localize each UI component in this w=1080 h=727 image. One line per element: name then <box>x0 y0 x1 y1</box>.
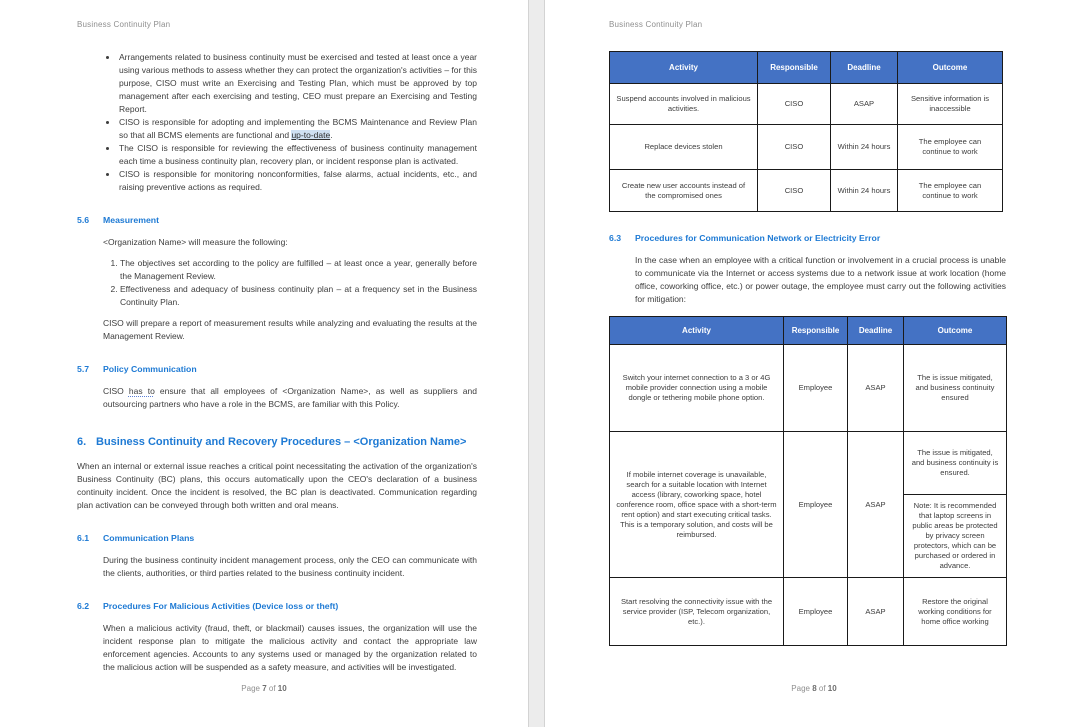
table-header-row: Activity Responsible Deadline Outcome <box>609 51 1003 84</box>
table-row: Switch your internet connection to a 3 o… <box>609 344 1007 432</box>
cell-responsible: Employee <box>783 577 848 646</box>
cell-activity: Start resolving the connectivity issue w… <box>609 577 784 646</box>
cell-activity: Create new user accounts instead of the … <box>609 169 758 212</box>
measurement-intro: <Organization Name> will measure the fol… <box>103 237 288 247</box>
cell-outcome: Restore the original working conditions … <box>903 577 1007 646</box>
communication-plans-body: During the business continuity incident … <box>103 555 477 578</box>
cell-activity: Replace devices stolen <box>609 124 758 170</box>
heading-6-1: 6.1 Communication Plans <box>77 533 477 543</box>
heading-title: Communication Plans <box>103 533 195 543</box>
heading-number: 5.6 <box>77 215 90 225</box>
bullet-text-pre: CISO is responsible for adopting and imp… <box>119 117 477 140</box>
table-row: If mobile internet coverage is unavailab… <box>609 431 1007 578</box>
cell-responsible: CISO <box>757 83 831 125</box>
heading-title: Measurement <box>103 215 160 225</box>
body-text: CISO <box>103 386 129 396</box>
footer-text: of <box>268 684 276 693</box>
col-header-outcome: Outcome <box>903 316 1007 345</box>
cell-responsible: Employee <box>783 344 848 432</box>
footer-text: Page <box>791 684 810 693</box>
cell-outcome-top: The issue is mitigated, and business con… <box>903 431 1007 495</box>
cell-responsible: Employee <box>783 431 848 578</box>
heading-title: Procedures For Malicious Activities (Dev… <box>103 601 339 611</box>
page-number: 7 <box>262 684 267 693</box>
cell-activity: Switch your internet connection to a 3 o… <box>609 344 784 432</box>
table-row: Note: It is recommended that laptop scre… <box>610 494 1007 578</box>
measurement-close: CISO will prepare a report of measuremen… <box>103 318 477 341</box>
col-header-responsible: Responsible <box>757 51 831 84</box>
heading-number: 6.1 <box>77 533 90 543</box>
col-header-deadline: Deadline <box>830 51 898 84</box>
cell-deadline: ASAP <box>847 577 904 646</box>
document-page-8: Business Continuity Plan Activity Respon… <box>544 0 1080 727</box>
cell-outcome: The employee can continue to work <box>897 124 1003 170</box>
bullet-item: Arrangements related to business continu… <box>118 51 477 116</box>
heading-number: 6. <box>77 436 87 448</box>
page8-running-header: Business Continuity Plan <box>609 20 703 29</box>
footer-text: Page <box>241 684 260 693</box>
policy-communication-body: CISO has to ensure that all employees of… <box>103 385 477 411</box>
up-to-date-link[interactable]: up-to-date <box>291 130 331 140</box>
cell-activity: Suspend accounts involved in malicious a… <box>609 83 758 125</box>
cell-outcome: The is issue mitigated, and business con… <box>903 344 1007 432</box>
page-number: 8 <box>812 684 817 693</box>
table-row: Create new user accounts instead of the … <box>609 169 1003 212</box>
document-page-7: Business Continuity Plan Arrangements re… <box>0 0 529 727</box>
cell-outcome: The employee can continue to work <box>897 169 1003 212</box>
footer-text: of <box>818 684 826 693</box>
network-mitigation-table: Activity Responsible Deadline Outcome Sw… <box>609 316 1007 646</box>
col-header-activity: Activity <box>609 51 758 84</box>
cell-activity: If mobile internet coverage is unavailab… <box>609 431 784 578</box>
table-row: Start resolving the connectivity issue w… <box>609 577 1007 646</box>
body-text: ensure that all employees of <Organizati… <box>103 386 477 409</box>
heading-number: 6.2 <box>77 601 90 611</box>
col-header-deadline: Deadline <box>847 316 904 345</box>
heading-number: 5.7 <box>77 364 90 374</box>
numbered-item: Effectiveness and adequacy of business c… <box>120 283 477 309</box>
cell-deadline: Within 24 hours <box>830 124 898 170</box>
numbered-item: The objectives set according to the poli… <box>120 257 477 283</box>
network-error-body: In the case when an employee with a crit… <box>635 255 1006 304</box>
heading-5-7: 5.7 Policy Communication <box>77 364 477 374</box>
page-total: 10 <box>827 684 837 693</box>
measurement-list: The objectives set according to the poli… <box>77 257 477 309</box>
cell-deadline: ASAP <box>847 344 904 432</box>
grammar-marked-text: has to <box>128 386 155 396</box>
col-header-activity: Activity <box>609 316 784 345</box>
col-header-outcome: Outcome <box>897 51 1003 84</box>
page8-footer: Page 8 of 10 <box>545 684 1080 693</box>
table-header-row: Activity Responsible Deadline Outcome <box>609 316 1007 345</box>
heading-6-2: 6.2 Procedures For Malicious Activities … <box>77 601 477 611</box>
table-row: Suspend accounts involved in malicious a… <box>609 83 1003 125</box>
heading-title: Procedures for Communication Network or … <box>635 233 881 243</box>
heading-number: 6.3 <box>609 233 622 243</box>
page7-running-header: Business Continuity Plan <box>77 20 171 29</box>
bullet-item: CISO is responsible for monitoring nonco… <box>118 168 477 194</box>
responsibility-bullet-list: Arrangements related to business continu… <box>77 51 477 194</box>
cell-deadline: Within 24 hours <box>830 169 898 212</box>
heading-title: Policy Communication <box>103 364 197 374</box>
bullet-item: The CISO is responsible for reviewing th… <box>118 142 477 168</box>
heading-title: Business Continuity and Recovery Procedu… <box>96 436 467 448</box>
page7-footer: Page 7 of 10 <box>0 684 528 693</box>
malicious-activities-table: Activity Responsible Deadline Outcome Su… <box>609 51 1003 212</box>
cell-responsible: CISO <box>757 169 831 212</box>
page-total: 10 <box>277 684 287 693</box>
cell-outcome-note: Note: It is recommended that laptop scre… <box>903 494 1007 578</box>
bullet-text-post: . <box>330 130 333 140</box>
malicious-activities-body: When a malicious activity (fraud, theft,… <box>103 623 477 672</box>
heading-6: 6. Business Continuity and Recovery Proc… <box>77 436 477 448</box>
col-header-responsible: Responsible <box>783 316 848 345</box>
cell-outcome: Sensitive information is inaccessible <box>897 83 1003 125</box>
table-row: Replace devices stolen CISO Within 24 ho… <box>609 124 1003 170</box>
cell-deadline: ASAP <box>830 83 898 125</box>
cell-deadline: ASAP <box>847 431 904 578</box>
bullet-item: CISO is responsible for adopting and imp… <box>118 116 477 142</box>
cell-responsible: CISO <box>757 124 831 170</box>
heading-5-6: 5.6 Measurement <box>77 215 477 225</box>
section-6-body: When an internal or external issue reach… <box>77 461 477 510</box>
heading-6-3: 6.3 Procedures for Communication Network… <box>609 233 1006 243</box>
